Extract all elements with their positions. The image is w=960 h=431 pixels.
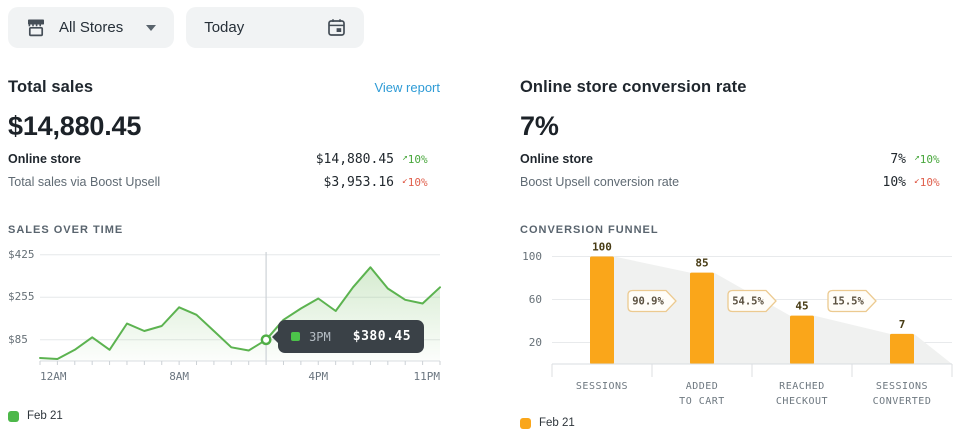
metric-value: 10% [882,175,906,190]
funnel-bar[interactable] [690,272,714,364]
y-axis-label: $425 [8,247,35,261]
x-axis-label: 12AM [40,370,67,383]
trend-up-icon: ↗ [402,152,408,163]
view-report-link[interactable]: View report [374,79,440,95]
conversion-funnel-heading: CONVERSION FUNNEL [520,224,659,236]
date-selector-button[interactable]: Today [186,7,365,48]
change-percent: 10% [407,153,428,166]
sales-over-time-chart[interactable]: 3PM $380.45 $85 $255 $425 [8,247,441,365]
funnel-bar[interactable] [590,256,614,365]
legend-swatch-orange [520,417,531,429]
calendar-icon [328,19,346,36]
y-axis-label: 100 [522,249,542,263]
svg-text:15.5%: 15.5% [832,296,864,308]
sales-legend: Feb 21 [8,410,440,422]
tooltip-time: 3PM [309,329,331,344]
metric-value: 7% [890,152,906,167]
metric-change-up: ↗10% [394,152,440,166]
conversion-title: Online store conversion rate [520,77,747,96]
date-selector-label: Today [204,19,245,36]
conversion-metric-rows: Online store 7% ↗10% Boost Upsell conver… [520,152,952,198]
sales-x-axis-labels: 12AM 8AM 4PM 11PM [8,370,440,384]
metric-change-up: ↗10% [906,152,952,166]
total-sales-panel: Total sales View report $14,880.45 Onlin… [8,76,441,429]
legend-label: Feb 21 [539,417,575,429]
trend-down-icon: ↙ [914,175,920,186]
metric-row-boost-upsell-rate: Boost Upsell conversion rate 10% ↙10% [520,175,952,198]
legend-label: Feb 21 [27,410,63,422]
total-sales-header: Total sales View report [8,76,440,98]
change-percent: 10% [407,176,428,189]
svg-text:54.5%: 54.5% [732,296,764,308]
trend-down-icon: ↙ [402,175,408,186]
svg-text:7: 7 [899,318,906,331]
svg-text:90.9%: 90.9% [632,296,664,308]
metric-row-online-store: Online store $14,880.45 ↗10% [8,152,440,175]
topbar: All Stores Today [0,0,960,48]
funnel-category-label: ADDED TO CART [679,381,725,407]
svg-text:85: 85 [695,257,708,270]
store-selector-button[interactable]: All Stores [8,7,175,48]
dashboard-columns: Total sales View report $14,880.45 Onlin… [0,48,960,429]
conversion-rate-panel: Online store conversion rate 7% Online s… [520,76,953,429]
funnel-bar[interactable] [890,333,914,364]
funnel-category-label: SESSIONS [575,381,629,392]
funnel-category-labels: SESSIONS ADDED TO CART REACHED CHECKOUT SESSI… [552,379,952,409]
sales-metric-rows: Online store $14,880.45 ↗10% Total sales… [8,152,440,198]
change-percent: 10% [919,153,940,166]
store-icon [28,19,44,37]
legend-swatch-green [8,410,19,422]
svg-text:100: 100 [592,241,612,254]
change-percent: 10% [919,176,940,189]
step-percentage-badge [627,289,677,313]
metric-row-boost-upsell: Total sales via Boost Upsell $3,953.16 ↙… [8,175,440,198]
y-axis-label: 60 [528,292,542,306]
funnel-legend: Feb 21 [520,417,952,429]
trend-up-icon: ↗ [914,152,920,163]
tooltip-series-swatch [291,332,301,341]
funnel-bar[interactable] [790,315,814,364]
metric-value: $14,880.45 [315,152,394,167]
metric-label: Total sales via Boost Upsell [8,175,161,189]
conversion-rate-value: 7% [520,111,559,141]
hover-point [260,334,272,346]
step-percentage-badge [727,289,777,313]
store-selector-label: All Stores [59,19,124,36]
funnel-category-label: SESSIONS CONVERTED [872,381,932,407]
metric-row-online-store: Online store 7% ↗10% [520,152,952,175]
total-sales-value: $14,880.45 [8,111,142,141]
conversion-funnel-chart[interactable]: 100 85 45 7 90.9% 54.5% 15.5% 20 60 100 [520,241,953,377]
y-axis-label: $255 [8,290,35,304]
metric-label: Online store [520,152,593,166]
x-axis-label: 11PM [413,370,441,383]
metric-value: $3,953.16 [323,175,394,190]
chart-tooltip: 3PM $380.45 [272,320,425,353]
funnel-svg: 100 85 45 7 90.9% 54.5% 15.5% [551,241,953,377]
sales-over-time-heading: SALES OVER TIME [8,224,124,236]
chevron-down-icon [146,24,157,31]
step-percentage-badge [827,289,877,313]
y-axis-label: $85 [8,332,28,346]
metric-change-down: ↙10% [906,175,952,189]
svg-text:45: 45 [795,300,808,313]
funnel-category-label: REACHED CHECKOUT [775,381,829,407]
metric-change-down: ↙10% [394,175,440,189]
metric-label: Online store [8,152,81,166]
total-sales-title: Total sales [8,77,94,96]
conversion-header: Online store conversion rate [520,76,952,98]
tooltip-value: $380.45 [352,329,412,344]
metric-label: Boost Upsell conversion rate [520,175,680,189]
x-axis-label: 8AM [169,370,190,383]
x-axis-label: 4PM [308,370,329,383]
y-axis-label: 20 [528,335,542,349]
